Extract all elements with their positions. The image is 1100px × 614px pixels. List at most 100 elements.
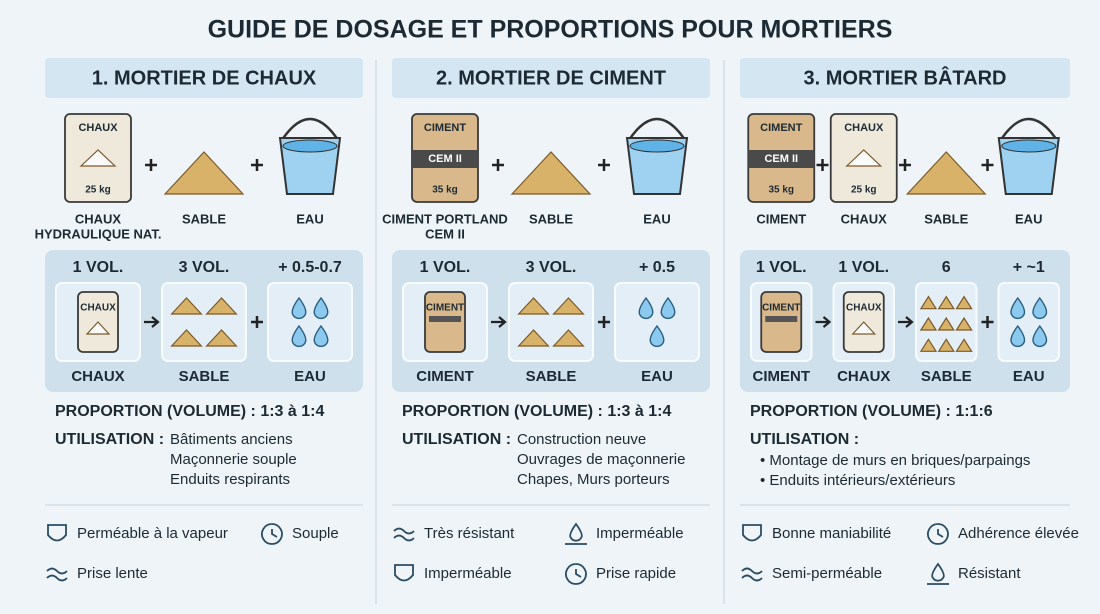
- proportion: PROPORTION (VOLUME) : 1:1:6: [750, 403, 993, 420]
- usage-item: • Montage de murs en briques/parpaings: [760, 452, 1030, 469]
- sand-pile: [955, 338, 973, 352]
- feature: Imperméable: [596, 525, 684, 542]
- water: [1001, 139, 1057, 153]
- bag-text: CHAUX: [846, 303, 882, 314]
- arrow: [491, 316, 507, 328]
- feature-icon: [261, 523, 283, 545]
- bucket: [997, 137, 1060, 195]
- water-drop: [313, 324, 329, 348]
- sand-pile: [517, 329, 550, 347]
- proportion: PROPORTION (VOLUME) : 1:3 à 1:4: [402, 403, 671, 420]
- bag-text: CIMENT: [760, 122, 802, 134]
- ratio-label: SABLE: [179, 368, 230, 385]
- bucket: [625, 137, 689, 195]
- bag-text: CHAUX: [844, 122, 884, 134]
- bag-text: CIMENT: [426, 303, 464, 314]
- usage-item: Ouvrages de maçonnerie: [517, 451, 685, 468]
- usage-item: Bâtiments anciens: [170, 431, 293, 448]
- water: [282, 139, 338, 153]
- arrow: [144, 316, 160, 328]
- feature-icon: [565, 522, 587, 545]
- water: [629, 139, 685, 153]
- ratio-quantity: + 0.5-0.7: [278, 259, 342, 276]
- sand-pile: [163, 151, 245, 195]
- ratio-quantity: 1 VOL.: [73, 259, 124, 276]
- ingredient-label: CHAUX: [75, 211, 122, 226]
- page-title: GUIDE DE DOSAGE ET PROPORTIONS POUR MORT…: [208, 16, 893, 44]
- ratio-label: EAU: [294, 368, 326, 385]
- proportion: PROPORTION (VOLUME) : 1:3 à 1:4: [55, 403, 324, 420]
- ratio-box: [508, 282, 594, 362]
- bag-text: 35 kg: [432, 185, 458, 196]
- sand-pile: [517, 297, 550, 315]
- sand-pile: [205, 297, 238, 315]
- ratio-label: EAU: [641, 368, 673, 385]
- bag-text: CEM II: [428, 153, 462, 165]
- ratio-label: CIMENT: [416, 368, 474, 385]
- water-drop: [313, 296, 329, 320]
- ratio-label: CIMENT: [753, 368, 811, 385]
- ratio-quantity: 1 VOL.: [838, 259, 889, 276]
- bag-text: CIMENT: [762, 303, 800, 314]
- ratio-box: [161, 282, 247, 362]
- usage-title: UTILISATION :: [55, 431, 164, 448]
- usage-title: UTILISATION :: [750, 431, 859, 448]
- mortar-column: 3. MORTIER BÂTARD CIMENT CEM II 35 kg CIMENT…: [740, 58, 1079, 585]
- feature: Imperméable: [424, 565, 512, 582]
- ingredient-label: HYDRAULIQUE NAT.: [35, 226, 162, 241]
- ratio-label: SABLE: [921, 368, 972, 385]
- bag-text: 25 kg: [85, 185, 111, 196]
- feature-icon: [46, 567, 68, 582]
- ingredient-label: SABLE: [529, 211, 573, 226]
- feature-icon: [741, 567, 763, 582]
- ratio-quantity: + 0.5: [639, 259, 675, 276]
- feature-icon: [927, 523, 949, 545]
- feature-icon: [394, 564, 414, 582]
- arrow: [898, 316, 914, 328]
- ratio-quantity: 1 VOL.: [420, 259, 471, 276]
- mortar-column: 2. MORTIER DE CIMENT CIMENT CEM II 35 kg CIM…: [382, 58, 710, 585]
- ingredient-label: SABLE: [182, 211, 226, 226]
- sand-pile: [552, 297, 585, 315]
- ingredient-label: CIMENT PORTLAND: [382, 211, 508, 226]
- water-drop: [1032, 324, 1048, 348]
- feature: Souple: [292, 525, 339, 542]
- feature: Bonne maniabilité: [772, 525, 891, 542]
- water-drop: [1010, 296, 1026, 320]
- column-heading-box: [45, 58, 363, 98]
- feature-icon: [393, 527, 415, 542]
- feature: Semi-perméable: [772, 565, 882, 582]
- sand-pile: [85, 321, 111, 335]
- bag-band: [412, 150, 478, 168]
- bag-text: 25 kg: [851, 185, 877, 196]
- usage-title: UTILISATION :: [402, 431, 511, 448]
- ingredient-label: SABLE: [924, 211, 968, 226]
- ratio-label: CHAUX: [71, 368, 124, 385]
- water-drop: [638, 296, 654, 320]
- water-drop: [291, 324, 307, 348]
- bucket-handle: [999, 117, 1058, 141]
- ingredient-label: EAU: [296, 211, 323, 226]
- bucket: [278, 137, 342, 195]
- sand-pile: [937, 338, 955, 352]
- ratio-label: CHAUX: [837, 368, 890, 385]
- bag-text: CIMENT: [424, 122, 466, 134]
- bag-text: CHAUX: [78, 122, 118, 134]
- ratio-quantity: 3 VOL.: [526, 259, 577, 276]
- ratio-box: [614, 282, 700, 362]
- ratio-box: [997, 282, 1060, 362]
- sand-pile: [205, 329, 238, 347]
- sand-pile: [919, 316, 938, 331]
- sand-pile: [919, 295, 938, 310]
- sand-pile: [845, 149, 883, 167]
- ingredient-label: CEM II: [425, 226, 465, 241]
- ratio-quantity: + ~1: [1013, 259, 1045, 276]
- feature: Résistant: [958, 565, 1021, 582]
- sand-pile: [170, 297, 203, 315]
- ingredient-label: EAU: [1015, 211, 1042, 226]
- water-drop: [649, 324, 665, 348]
- usage-item: Construction neuve: [517, 431, 646, 448]
- bucket-handle: [627, 117, 687, 141]
- feature-icon: [742, 524, 762, 542]
- ingredient-label: EAU: [643, 211, 670, 226]
